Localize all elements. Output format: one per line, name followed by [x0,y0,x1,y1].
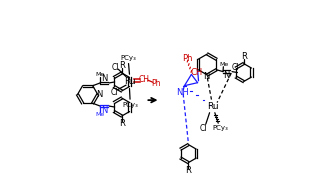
Text: Ph: Ph [151,79,161,88]
Text: PCy₃: PCy₃ [121,55,136,61]
Text: Ru: Ru [124,77,135,86]
Text: Cl: Cl [112,63,119,72]
Text: Cl: Cl [200,124,207,133]
Text: PCy₃: PCy₃ [213,125,228,131]
Text: R: R [241,52,246,60]
Text: Ru: Ru [207,102,219,111]
Text: R: R [119,119,125,128]
Text: N: N [96,90,103,99]
Text: NH: NH [176,88,189,97]
Text: N: N [223,71,230,80]
Text: Cl: Cl [232,63,239,72]
Text: N: N [203,72,210,81]
Text: Ph: Ph [182,54,192,63]
Text: CH: CH [139,75,150,84]
Text: CH: CH [190,68,203,77]
Text: N: N [101,74,107,83]
Text: R: R [119,61,125,70]
Text: Me: Me [95,72,104,77]
Text: Me: Me [95,112,104,117]
Text: R: R [185,166,191,175]
Text: PCy₃: PCy₃ [122,102,138,108]
Text: N: N [101,106,107,115]
Text: Cl: Cl [110,88,118,97]
Text: Me: Me [219,62,228,67]
